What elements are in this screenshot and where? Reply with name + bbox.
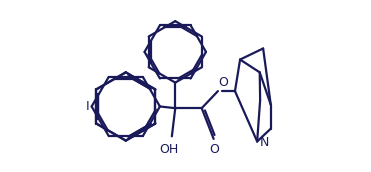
Text: I: I bbox=[85, 100, 89, 113]
Text: O: O bbox=[218, 76, 228, 89]
Text: N: N bbox=[259, 136, 269, 149]
Text: O: O bbox=[210, 143, 219, 156]
Text: OH: OH bbox=[159, 143, 178, 156]
